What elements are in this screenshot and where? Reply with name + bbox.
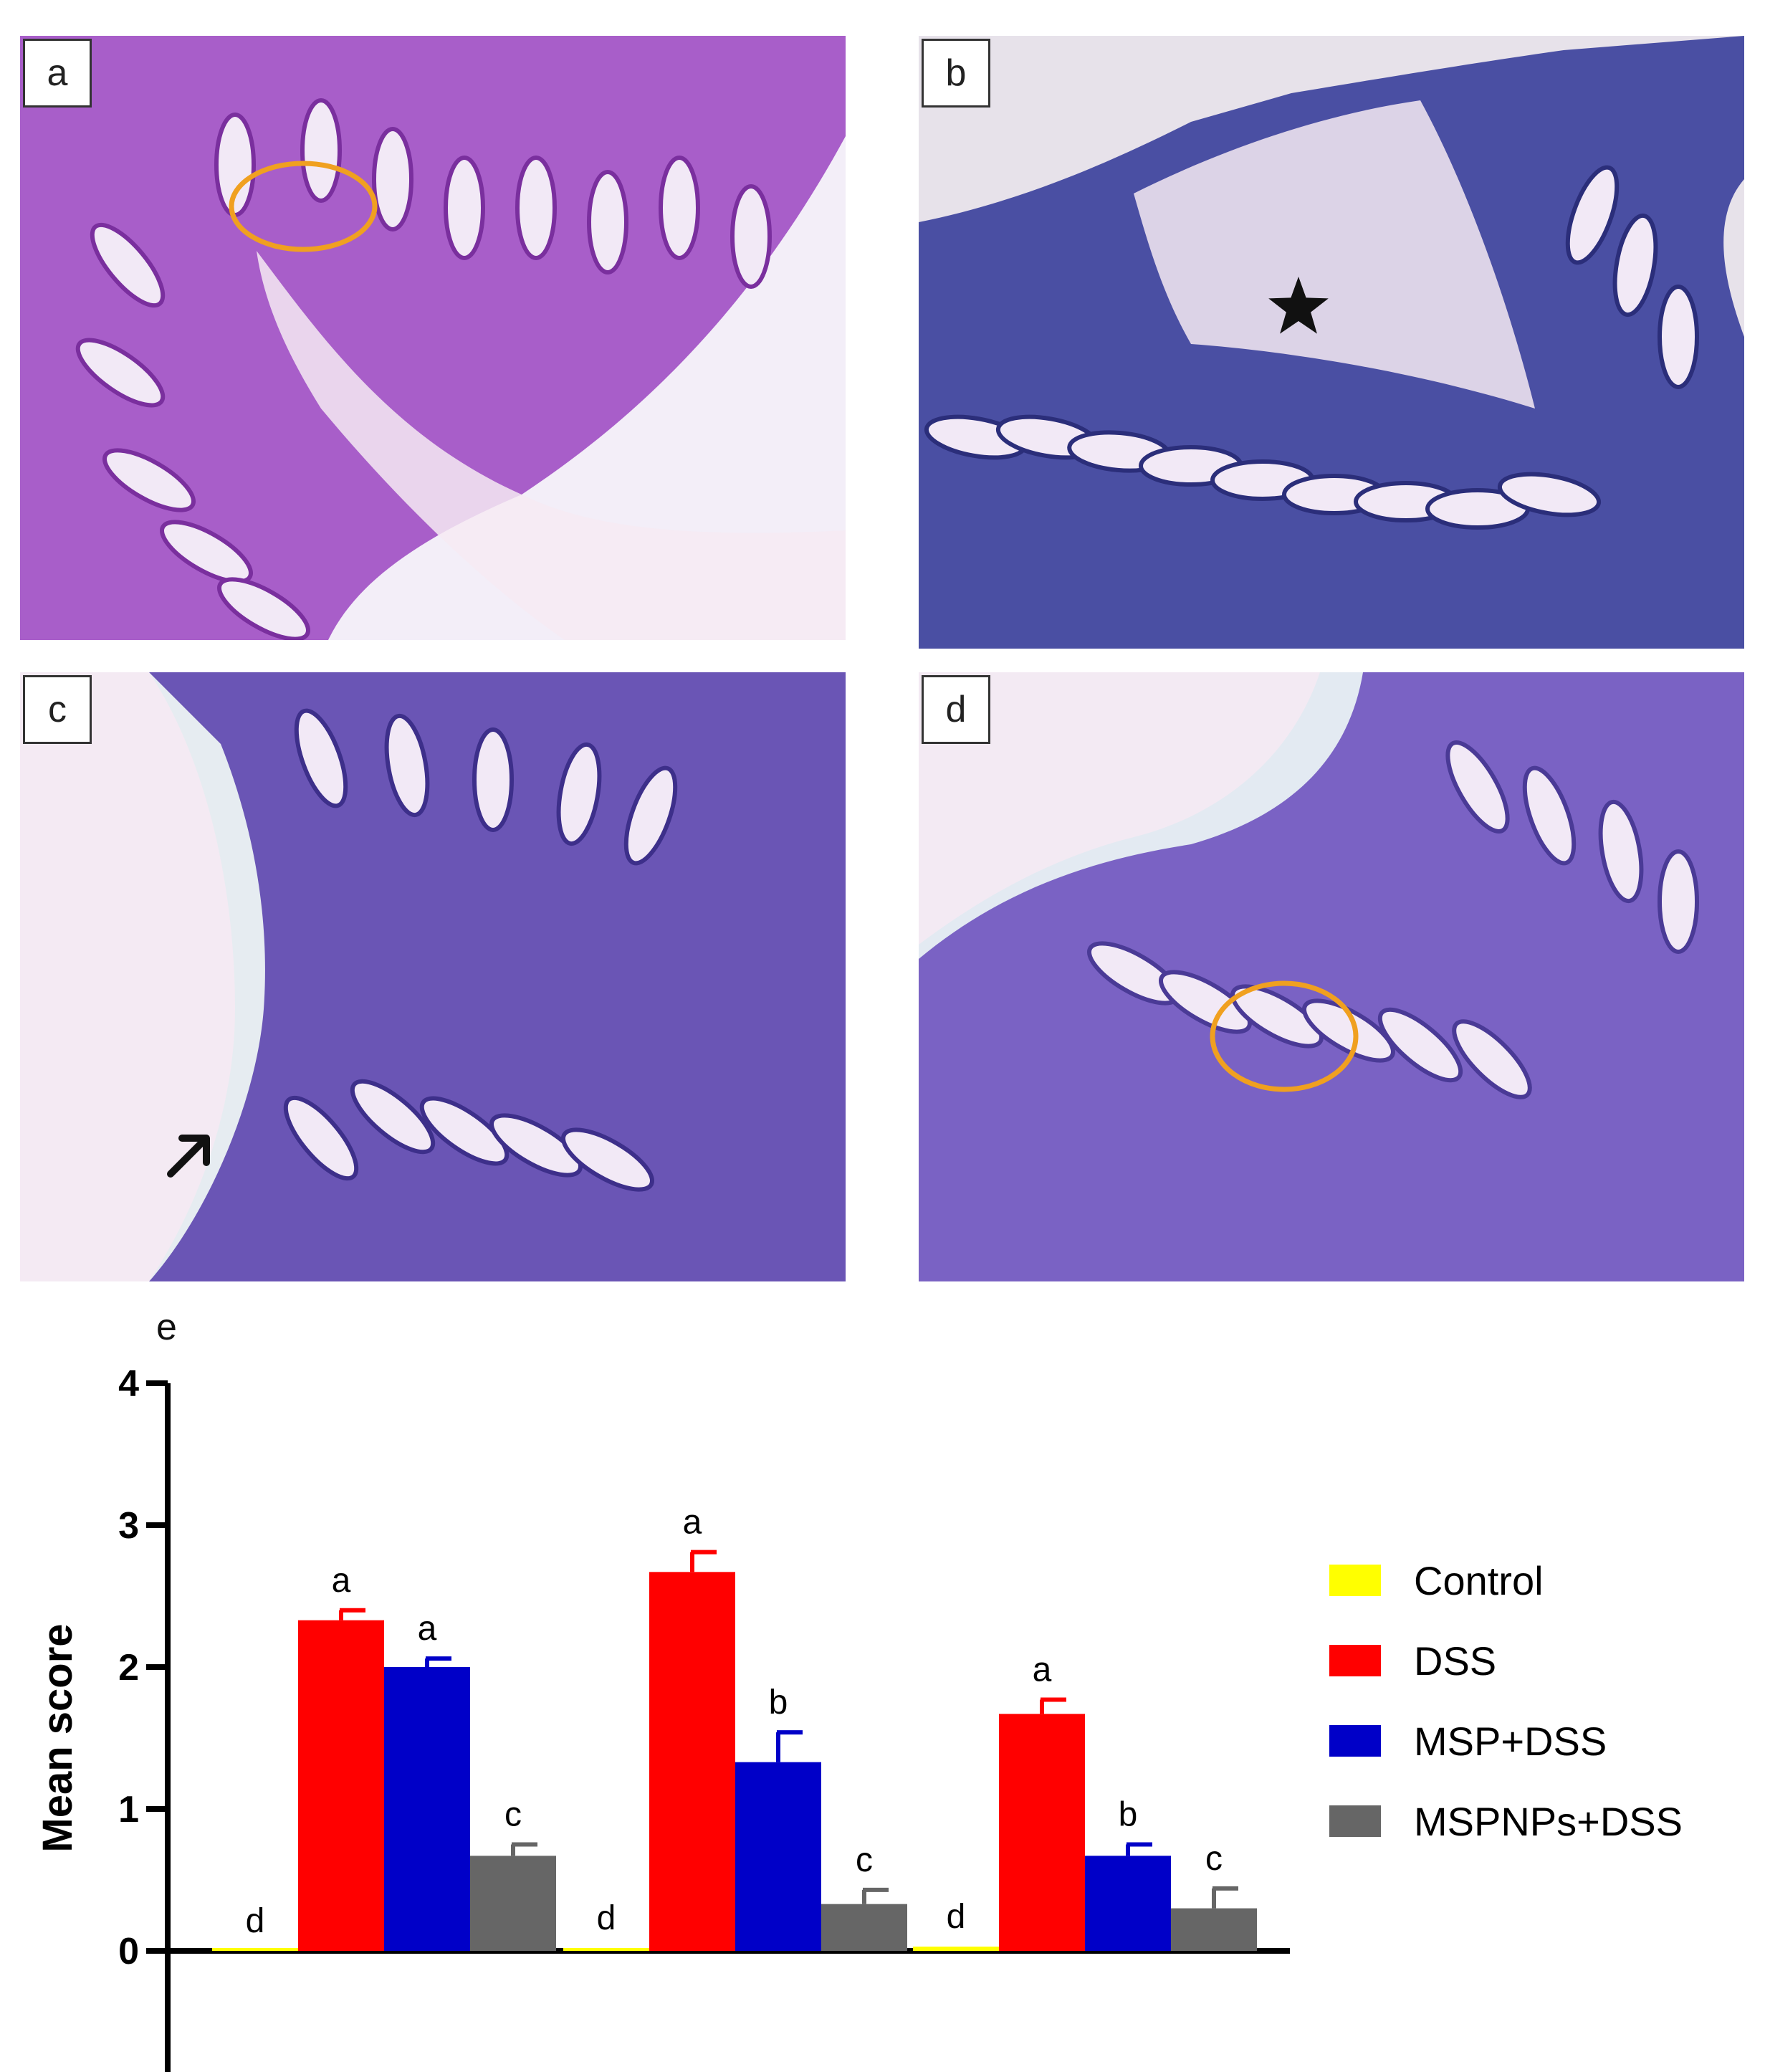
y-tick-label: 0: [118, 1931, 139, 1972]
y-tick-label: 2: [118, 1647, 139, 1689]
crypt-structure: [372, 127, 413, 231]
significance-letter: d: [947, 1898, 966, 1936]
bar-control: [913, 1947, 999, 1951]
crypt-structure: [1522, 765, 1577, 866]
panel-label-b: b: [922, 39, 990, 108]
significance-letter: a: [1033, 1651, 1052, 1689]
bar-chart-svg: -101234Mean scoreLeukocytic infiltration…: [34, 1363, 1683, 2072]
significance-letter: a: [683, 1504, 702, 1542]
crypt-structure: [1598, 799, 1644, 904]
submucosa-band: [20, 672, 235, 1281]
histology-image-d: [919, 672, 1744, 1281]
legend-label: MSPNPs+DSS: [1414, 1799, 1683, 1844]
panel-label-d: d: [922, 675, 990, 744]
bar-control: [212, 1948, 298, 1951]
crypt-structure: [217, 577, 310, 640]
crypt-structure: [515, 156, 557, 260]
crypt-structure: [294, 708, 348, 808]
submucosa-band: [919, 672, 1320, 945]
crypt-structure: [1445, 740, 1510, 834]
histology-panel-a: a: [20, 36, 846, 640]
crypt-structure: [444, 156, 485, 260]
histology-image-c: [20, 672, 846, 1281]
bar-mspnps-dss: [1171, 1908, 1257, 1951]
crypt-structure: [1565, 165, 1620, 265]
crypt-structure: [384, 713, 430, 818]
bar-msp-dss: [384, 1667, 470, 1951]
crypt-structure: [90, 222, 166, 308]
bar-msp-dss: [1085, 1856, 1171, 1951]
significance-letter: c: [1205, 1840, 1223, 1878]
crypt-structure: [1159, 970, 1252, 1034]
crypt-structure: [489, 1113, 583, 1178]
significance-letter: c: [504, 1796, 522, 1834]
legend-swatch: [1329, 1725, 1381, 1757]
significance-letter: c: [856, 1841, 873, 1879]
histology-panel-b: b: [919, 36, 1744, 649]
highlight-ellipse: [229, 161, 378, 252]
crypt-structure: [587, 170, 628, 274]
histology-panel-d: d: [919, 672, 1744, 1281]
crypt-structure: [1452, 1019, 1532, 1099]
bar-control: [563, 1948, 649, 1951]
submucosa-band: [257, 251, 846, 640]
crypt-structure: [1658, 849, 1699, 954]
histology-image-a: [20, 36, 846, 640]
y-tick-label: 1: [118, 1789, 139, 1830]
crypt-structure: [1497, 472, 1602, 517]
crypt-structure: [623, 765, 678, 866]
crypt-structure: [1377, 1007, 1463, 1083]
histology-panel-c: c: [20, 672, 846, 1281]
significance-letter: d: [597, 1899, 616, 1937]
bar-mspnps-dss: [470, 1856, 556, 1951]
bar-dss: [649, 1572, 735, 1951]
panel-label-a: a: [23, 39, 92, 108]
legend-label: DSS: [1414, 1638, 1496, 1684]
crypt-structure: [102, 448, 196, 512]
significance-letter: b: [1119, 1796, 1138, 1834]
bar-mspnps-dss: [821, 1904, 907, 1951]
y-axis-label: Mean score: [34, 1623, 81, 1852]
arrow-marker: [167, 1135, 210, 1178]
crypt-structure: [300, 98, 342, 203]
crypt-structure: [1230, 984, 1324, 1049]
legend-label: MSP+DSS: [1414, 1719, 1607, 1764]
crypt-structure: [659, 156, 700, 260]
significance-letter: a: [418, 1610, 437, 1648]
crypt-structure: [283, 1095, 359, 1181]
crypt-structure: [1658, 285, 1699, 389]
crypt-structure: [1302, 998, 1395, 1063]
crypt-structure: [472, 727, 514, 832]
legend-label: Control: [1414, 1558, 1544, 1603]
crypt-structure: [561, 1127, 654, 1192]
crypt-structure: [419, 1096, 510, 1166]
legend-swatch: [1329, 1645, 1381, 1676]
crypt-structure: [1612, 213, 1658, 318]
y-tick-label: 4: [118, 1363, 139, 1405]
significance-letter: a: [332, 1562, 351, 1600]
crypt-structure: [75, 338, 166, 408]
star-marker: [1268, 277, 1329, 334]
crypt-structure: [730, 184, 772, 289]
legend-swatch: [1329, 1805, 1381, 1837]
panel-label-c: c: [23, 675, 92, 744]
histology-image-b: [919, 36, 1744, 649]
bar-dss: [298, 1620, 384, 1951]
submucosa-band: [1134, 100, 1535, 409]
crypt-structure: [350, 1079, 436, 1155]
crypt-structure: [160, 520, 253, 584]
legend-swatch: [1329, 1565, 1381, 1596]
bar-msp-dss: [735, 1762, 821, 1951]
y-tick-label: 3: [118, 1505, 139, 1547]
bar-dss: [999, 1714, 1085, 1951]
panel-label-e: e: [156, 1307, 177, 1348]
bar-chart-panel-e: -101234Mean scoreLeukocytic infiltration…: [0, 1304, 1765, 2072]
significance-letter: b: [769, 1684, 788, 1722]
highlight-ellipse: [1210, 980, 1359, 1092]
crypt-structure: [214, 113, 256, 217]
significance-letter: d: [246, 1902, 265, 1940]
crypt-structure: [556, 742, 602, 846]
